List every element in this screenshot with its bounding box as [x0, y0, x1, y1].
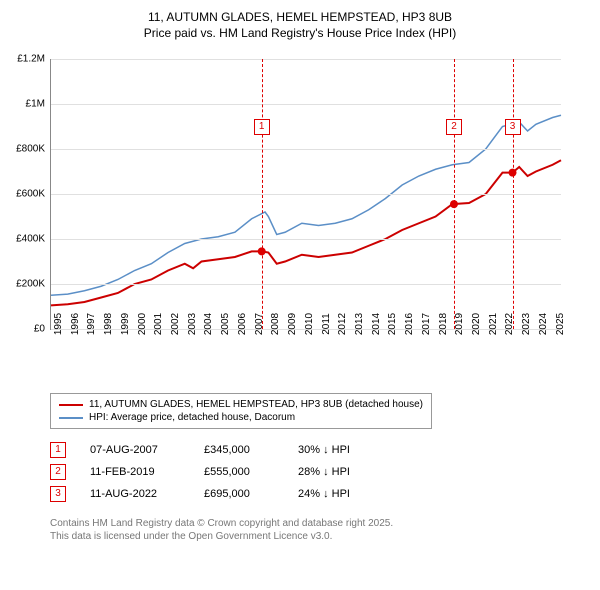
- sale-price: £555,000: [204, 466, 274, 478]
- sale-row: 2 11-FEB-2019 £555,000 28% ↓ HPI: [50, 461, 590, 483]
- gridline: [51, 104, 561, 105]
- x-axis-label: 2003: [187, 313, 198, 335]
- y-axis-label: £400K: [16, 234, 45, 245]
- x-axis-label: 2023: [521, 313, 532, 335]
- gridline: [51, 59, 561, 60]
- legend-row: HPI: Average price, detached house, Daco…: [59, 411, 423, 424]
- y-axis-label: £1.2M: [17, 54, 45, 65]
- x-axis-label: 2022: [504, 313, 515, 335]
- x-axis-label: 2017: [421, 313, 432, 335]
- y-axis-label: £800K: [16, 144, 45, 155]
- chart-area: 1 2 3 £0 £200K £400K £600K £800K £1M £1.2M 1995 19…: [10, 49, 570, 389]
- x-axis-label: 2000: [137, 313, 148, 335]
- x-axis-label: 2009: [287, 313, 298, 335]
- marker-line: [454, 59, 455, 329]
- x-axis-label: 2015: [387, 313, 398, 335]
- x-axis-label: 1996: [70, 313, 81, 335]
- footer-line2: This data is licensed under the Open Gov…: [50, 530, 590, 543]
- sale-row: 1 07-AUG-2007 £345,000 30% ↓ HPI: [50, 439, 590, 461]
- x-axis-label: 2004: [203, 313, 214, 335]
- gridline: [51, 284, 561, 285]
- legend-label: 11, AUTUMN GLADES, HEMEL HEMPSTEAD, HP3 …: [89, 399, 423, 410]
- title-line2: Price paid vs. HM Land Registry's House …: [10, 26, 590, 42]
- sale-num: 3: [50, 486, 66, 502]
- x-axis-label: 2018: [438, 313, 449, 335]
- x-axis-label: 2025: [555, 313, 566, 335]
- x-axis-label: 2005: [220, 313, 231, 335]
- marker-label: 1: [254, 119, 270, 135]
- footer-line1: Contains HM Land Registry data © Crown c…: [50, 517, 590, 530]
- legend-swatch: [59, 417, 83, 419]
- chart-title: 11, AUTUMN GLADES, HEMEL HEMPSTEAD, HP3 …: [10, 10, 590, 41]
- x-axis-label: 2019: [454, 313, 465, 335]
- x-axis-label: 1995: [53, 313, 64, 335]
- legend-swatch: [59, 404, 83, 406]
- x-axis-label: 2008: [270, 313, 281, 335]
- y-axis-label: £1M: [26, 99, 45, 110]
- sale-price: £345,000: [204, 444, 274, 456]
- marker-line: [262, 59, 263, 329]
- x-axis-label: 2012: [337, 313, 348, 335]
- marker-label: 3: [505, 119, 521, 135]
- marker-line: [513, 59, 514, 329]
- x-axis-label: 2016: [404, 313, 415, 335]
- sale-num: 1: [50, 442, 66, 458]
- footer: Contains HM Land Registry data © Crown c…: [50, 517, 590, 543]
- gridline: [51, 239, 561, 240]
- x-axis-label: 1997: [86, 313, 97, 335]
- y-axis-label: £600K: [16, 189, 45, 200]
- x-axis-label: 2002: [170, 313, 181, 335]
- legend-label: HPI: Average price, detached house, Daco…: [89, 412, 295, 423]
- sale-date: 07-AUG-2007: [90, 444, 180, 456]
- x-axis-label: 2021: [488, 313, 499, 335]
- x-axis-label: 2020: [471, 313, 482, 335]
- sale-num: 2: [50, 464, 66, 480]
- gridline: [51, 194, 561, 195]
- sale-date: 11-FEB-2019: [90, 466, 180, 478]
- gridline: [51, 149, 561, 150]
- sale-price: £695,000: [204, 488, 274, 500]
- x-axis-label: 2024: [538, 313, 549, 335]
- x-axis-label: 1998: [103, 313, 114, 335]
- x-axis-label: 2013: [354, 313, 365, 335]
- x-axis-label: 2001: [153, 313, 164, 335]
- plot: 1 2 3: [50, 59, 561, 330]
- sale-diff: 24% ↓ HPI: [298, 488, 350, 500]
- x-axis-label: 2010: [304, 313, 315, 335]
- series-hpi: [51, 115, 561, 295]
- x-axis-label: 2006: [237, 313, 248, 335]
- y-axis-label: £0: [34, 324, 45, 335]
- legend: 11, AUTUMN GLADES, HEMEL HEMPSTEAD, HP3 …: [50, 393, 432, 429]
- x-axis-label: 2014: [371, 313, 382, 335]
- sale-date: 11-AUG-2022: [90, 488, 180, 500]
- sale-row: 3 11-AUG-2022 £695,000 24% ↓ HPI: [50, 483, 590, 505]
- marker-label: 2: [446, 119, 462, 135]
- y-axis-label: £200K: [16, 279, 45, 290]
- x-axis-label: 1999: [120, 313, 131, 335]
- sale-table: 1 07-AUG-2007 £345,000 30% ↓ HPI 2 11-FEB-201…: [50, 439, 590, 505]
- sale-diff: 30% ↓ HPI: [298, 444, 350, 456]
- legend-row: 11, AUTUMN GLADES, HEMEL HEMPSTEAD, HP3 …: [59, 398, 423, 411]
- x-axis-label: 2007: [254, 313, 265, 335]
- title-line1: 11, AUTUMN GLADES, HEMEL HEMPSTEAD, HP3 …: [10, 10, 590, 26]
- x-axis-label: 2011: [321, 313, 332, 335]
- sale-diff: 28% ↓ HPI: [298, 466, 350, 478]
